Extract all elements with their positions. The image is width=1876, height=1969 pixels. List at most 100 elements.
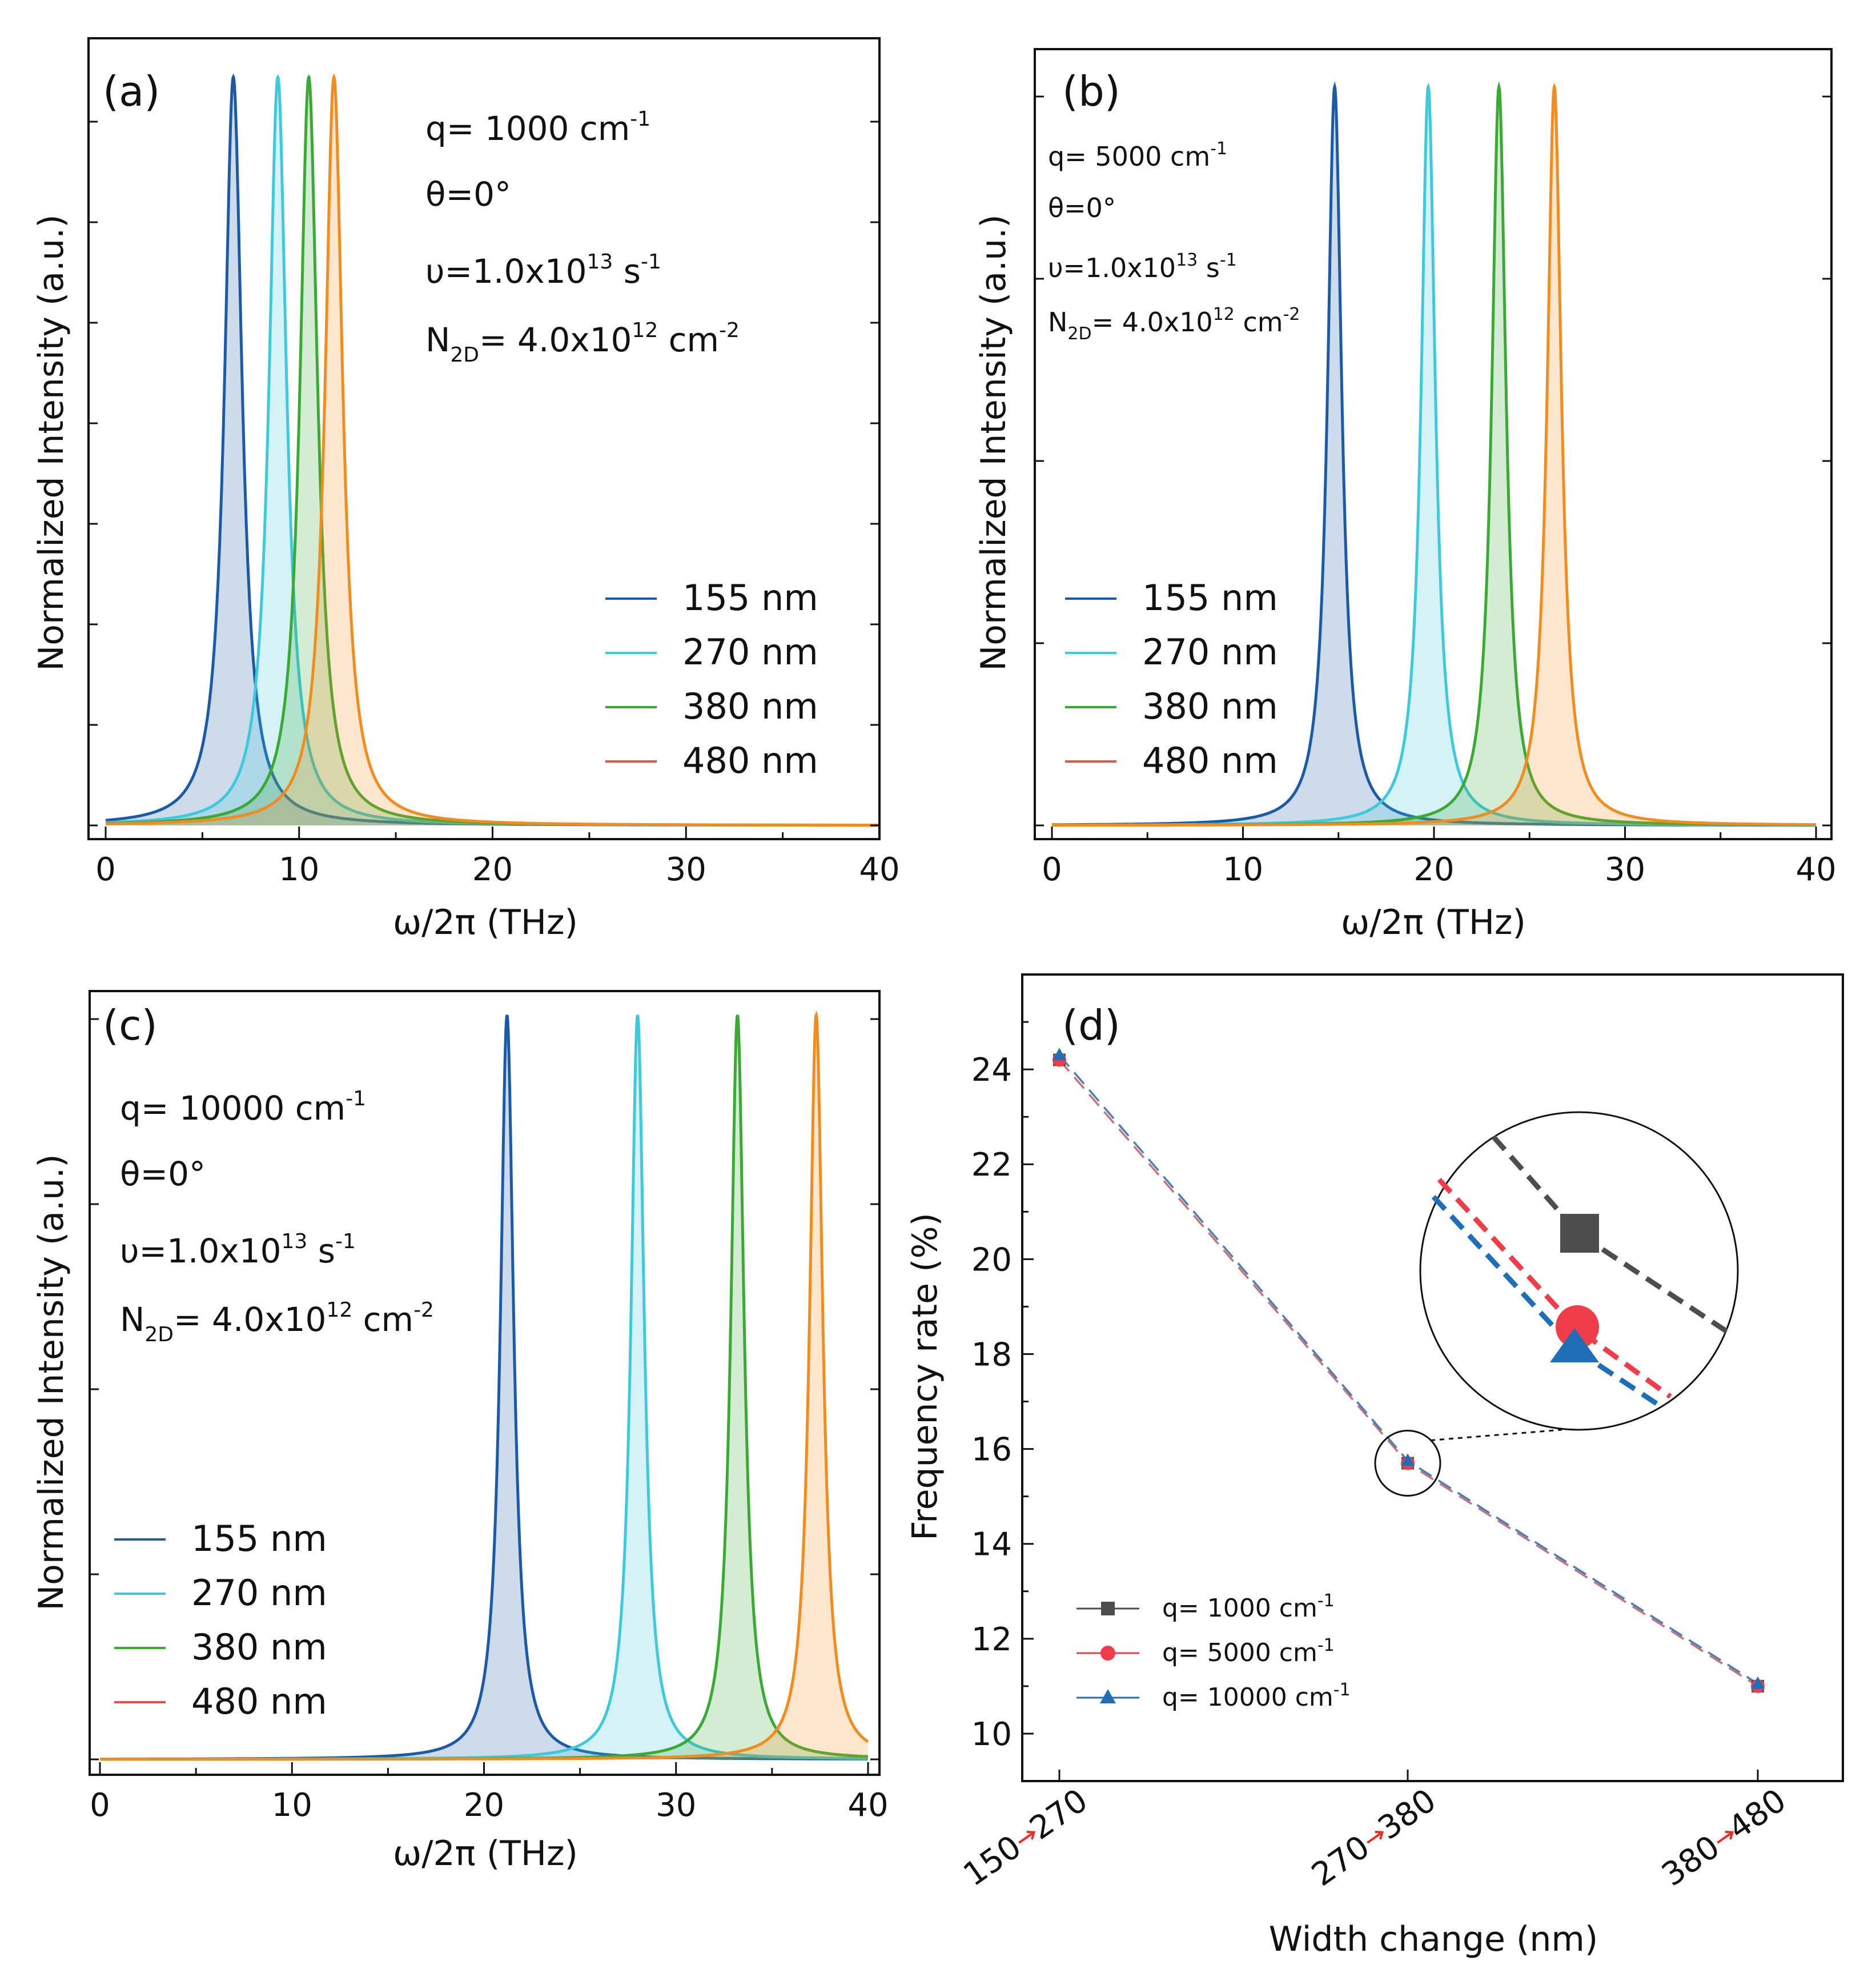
panel-c-legend-label: 155 nm — [191, 1518, 327, 1559]
panel-d-series — [1053, 1048, 1765, 1693]
panel-b-yticks — [1035, 95, 1831, 827]
panel-d-zoom-line-q5000 — [1437, 1177, 1672, 1399]
panel-b-xtick-label: 40 — [1795, 851, 1836, 888]
panel-c-n-annotation: N2D= 4.0x1012 cm-2 — [120, 1298, 434, 1346]
panel-b-theta-annotation: θ=0° — [1048, 193, 1116, 223]
panel-c-label: (c) — [103, 1001, 158, 1049]
panel-b-xlabel: ω/2π (THz) — [1341, 903, 1526, 943]
panel-c-xtick-label: 40 — [847, 1787, 888, 1824]
panel-b-nu-annotation: υ=1.0x1013 s-1 — [1048, 250, 1237, 283]
panel-b-ylabel: Normalized Intensity (a.u.) — [974, 214, 1014, 671]
panel-a-ylabel: Normalized Intensity (a.u.) — [31, 214, 71, 671]
panel-d-point — [1751, 1676, 1765, 1689]
panel-a-q-annotation: q= 1000 cm-1 — [425, 107, 650, 148]
panel-b-legend-label: 270 nm — [1142, 631, 1278, 673]
panel-b-legend-label: 380 nm — [1142, 685, 1278, 727]
panel-b-q-annotation: q= 5000 cm-1 — [1048, 139, 1227, 172]
panel-d-zoom-line-q1000 — [1491, 1135, 1732, 1336]
panel-a-fill-380-nm — [106, 77, 879, 825]
panel-d-point — [1053, 1048, 1066, 1061]
panel-a-legend-label: 380 nm — [682, 685, 818, 727]
panel-d-legend-label: q= 10000 cm-1 — [1162, 1680, 1351, 1712]
panel-a-xtick-label: 10 — [279, 851, 319, 888]
panel-d-legend: q= 1000 cm-1 q= 5000 cm-1 q= 10000 cm-1 — [1076, 1591, 1351, 1712]
panel-d-ytick-label: 18 — [971, 1336, 1012, 1373]
panel-c: 0 10 20 30 40 (c) q= 10000 cm-1 θ=0° υ=1.0x1… — [31, 990, 889, 1874]
panel-d-ytick-label: 14 — [971, 1526, 1012, 1563]
panel-c-curve-480-nm — [100, 1010, 869, 1761]
panel-d-zoom-inset — [1374, 1111, 1739, 1497]
panel-d-zoom-source-circle — [1374, 1430, 1441, 1497]
panel-a-n-annotation: N2D= 4.0x1012 cm-2 — [425, 319, 740, 367]
panel-c-xtick-label: 0 — [90, 1787, 110, 1824]
panel-c-legend-label: 380 nm — [191, 1626, 327, 1668]
panel-d-zoom-circle-marker — [1556, 1305, 1599, 1349]
panel-d-legend-label: q= 5000 cm-1 — [1162, 1635, 1335, 1667]
panel-d-zoom-square — [1560, 1214, 1599, 1253]
panel-d-zoom-triangle — [1550, 1328, 1599, 1362]
panel-a: 0 10 20 30 40 (a) q= 1000 cm-1 θ=0° υ=1.0x10… — [31, 37, 900, 943]
panel-d-label: (d) — [1062, 1001, 1120, 1049]
panel-c-legend-label: 270 nm — [191, 1572, 327, 1614]
panel-a-xtick-label: 20 — [472, 851, 513, 888]
panel-b-xticks: 0 10 20 30 40 — [1042, 827, 1837, 888]
panel-d-xtick-from: 380 — [1655, 1828, 1726, 1894]
panel-d-ytick-label: 24 — [971, 1052, 1012, 1089]
panel-c-xlabel: ω/2π (THz) — [393, 1834, 578, 1874]
panel-a-curves — [105, 73, 879, 827]
panel-b-xtick-label: 30 — [1605, 851, 1645, 888]
panel-d-zoom-line-q10000 — [1431, 1194, 1661, 1407]
panel-b-curve-480-nm — [1052, 82, 1816, 827]
panel-d-xtick-to: 380 — [1372, 1782, 1443, 1847]
panel-a-annotations: q= 1000 cm-1 θ=0° υ=1.0x1013 s-1 N2D= 4.… — [425, 107, 740, 367]
panel-c-theta-annotation: θ=0° — [120, 1154, 206, 1193]
panel-a-legend-label: 270 nm — [682, 631, 818, 673]
panel-a-theta-annotation: θ=0° — [425, 175, 511, 214]
panel-d-xtick-from: 270 — [1305, 1828, 1376, 1894]
panel-b-legend: 155 nm 270 nm 380 nm 480 nm — [1065, 577, 1278, 781]
panel-d-ytick-label: 12 — [971, 1621, 1012, 1658]
panel-a-xtick-label: 30 — [666, 851, 706, 888]
panel-d-ytick-label: 16 — [971, 1431, 1012, 1469]
panel-c-q-annotation: q= 10000 cm-1 — [120, 1087, 366, 1128]
panel-d-xtick-arrow-icon — [1717, 1830, 1734, 1844]
panel-a-legend-label: 480 nm — [682, 740, 818, 781]
panel-b-fill-270-nm — [1052, 87, 1816, 825]
panel-d-ytick-label: 20 — [971, 1241, 1012, 1278]
panel-a-xticks: 0 10 20 30 40 — [95, 827, 900, 888]
panel-a-frame — [87, 37, 881, 840]
panel-d-legend-marker — [1100, 1689, 1116, 1703]
panel-c-xtick-label: 10 — [272, 1787, 312, 1824]
panel-c-legend-label: 480 nm — [191, 1681, 327, 1722]
panel-d-xtick-arrow-icon — [1367, 1830, 1384, 1844]
panel-a-xtick-label: 40 — [859, 851, 899, 888]
panel-a-yticks — [89, 121, 879, 827]
panel-c-ylabel: Normalized Intensity (a.u.) — [31, 1154, 71, 1610]
panel-d-zoom-circle — [1419, 1111, 1739, 1431]
panel-d-frame — [1021, 973, 1844, 1782]
panel-d-xlabel: Width change (nm) — [1269, 1919, 1598, 1959]
panel-d-point — [1401, 1453, 1415, 1466]
panel-d-xtick-to: 270 — [1023, 1782, 1095, 1847]
panel-d-ylabel: Frequency rate (%) — [905, 1213, 945, 1541]
panel-a-curve-480-nm — [105, 73, 879, 827]
panel-d-yticks: 10 12 14 16 18 20 22 24 — [971, 1021, 1034, 1753]
panel-d-legend-marker — [1100, 1646, 1115, 1661]
panel-a-xlabel: ω/2π (THz) — [393, 903, 578, 943]
panel-d-ytick-label: 22 — [971, 1146, 1012, 1184]
panel-d-xtick-to: 480 — [1722, 1782, 1793, 1847]
panel-d-ytick-label: 10 — [971, 1716, 1012, 1753]
panel-b-curves — [1052, 81, 1817, 827]
panel-c-nu-annotation: υ=1.0x1013 s-1 — [120, 1230, 356, 1270]
panel-b-xtick-label: 10 — [1223, 851, 1263, 888]
panel-a-label: (a) — [103, 67, 160, 115]
panel-c-curves — [100, 1010, 869, 1761]
panel-c-xtick-label: 30 — [656, 1787, 696, 1824]
panel-a-xtick-label: 0 — [95, 851, 116, 888]
panel-d-legend-marker — [1101, 1602, 1115, 1615]
